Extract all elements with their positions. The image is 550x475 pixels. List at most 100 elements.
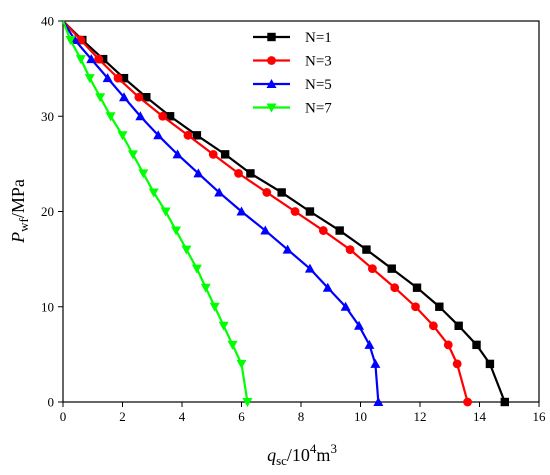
y-axis-title: Pwf/MPa — [8, 179, 31, 244]
data-point — [282, 244, 293, 254]
legend-marker — [266, 103, 277, 113]
legend-marker — [267, 56, 276, 65]
data-point — [290, 207, 300, 216]
legend-label: N=5 — [305, 77, 332, 93]
data-point — [105, 112, 116, 122]
data-point — [172, 149, 183, 159]
data-point — [472, 340, 481, 350]
data-point — [165, 112, 175, 121]
data-point — [193, 168, 204, 178]
plot-frame — [62, 20, 540, 403]
data-point — [485, 359, 495, 369]
data-point — [86, 54, 97, 64]
x-axis-ticks: 0 2 4 6 8 10 12 14 16 — [60, 402, 546, 424]
data-point — [387, 264, 396, 273]
data-point — [102, 73, 113, 83]
series-n-5 — [62, 20, 384, 406]
data-point — [370, 358, 381, 368]
data-point — [305, 207, 315, 216]
data-point — [94, 54, 104, 64]
x-tick-label: 2 — [119, 409, 126, 424]
y-tick-label: 20 — [41, 204, 54, 219]
data-point — [435, 302, 444, 311]
data-point — [117, 131, 128, 141]
data-point — [138, 169, 149, 179]
data-point — [75, 55, 86, 65]
y-axis-ticks: 0 10 20 30 40 — [41, 14, 63, 410]
plot-area — [62, 20, 540, 403]
data-point — [158, 111, 168, 121]
data-point — [118, 92, 129, 102]
data-point — [443, 340, 453, 350]
data-point — [362, 245, 371, 254]
x-tick-label: 8 — [298, 409, 305, 424]
legend-label: N=7 — [305, 101, 332, 117]
data-point — [364, 339, 375, 349]
legend: N=1 N=3 N=5 N=7 — [253, 30, 332, 117]
data-point — [84, 74, 95, 84]
data-point — [208, 149, 218, 159]
data-point — [95, 93, 106, 103]
data-point — [127, 150, 138, 160]
data-point — [390, 283, 400, 293]
data-point — [260, 225, 271, 235]
legend-item: N=7 — [253, 101, 332, 117]
data-point — [335, 226, 344, 235]
data-point — [236, 359, 247, 369]
data-point — [65, 36, 76, 46]
data-point — [98, 54, 108, 64]
legend-label: N=3 — [305, 54, 332, 70]
data-point — [134, 92, 144, 102]
data-point — [500, 397, 509, 407]
legend-label: N=1 — [305, 30, 332, 46]
data-point — [135, 111, 146, 121]
data-point — [148, 188, 159, 198]
legend-marker — [266, 79, 277, 88]
data-point — [227, 340, 238, 350]
data-point — [160, 207, 171, 217]
x-tick-label: 14 — [473, 409, 487, 424]
data-point — [262, 188, 272, 197]
data-point — [277, 188, 286, 197]
data-point — [218, 321, 229, 331]
x-tick-label: 10 — [354, 409, 367, 424]
data-point — [368, 264, 377, 274]
data-point — [412, 283, 422, 292]
data-point — [452, 359, 462, 369]
data-point — [192, 131, 202, 140]
data-point — [354, 320, 365, 330]
series-line — [62, 20, 506, 403]
data-point — [246, 169, 255, 178]
data-point — [220, 150, 230, 159]
data-point — [463, 397, 472, 407]
data-point — [242, 398, 253, 407]
x-tick-label: 6 — [238, 409, 245, 424]
data-point — [318, 226, 328, 235]
data-point — [209, 302, 220, 312]
data-point — [236, 206, 247, 216]
data-point — [171, 226, 182, 236]
data-point — [119, 73, 129, 83]
series-layer — [61, 20, 509, 407]
x-tick-label: 12 — [414, 409, 427, 424]
data-point — [340, 301, 351, 311]
data-point — [322, 282, 333, 292]
x-axis-title: qsc/104m3 — [267, 441, 337, 468]
data-point — [411, 302, 420, 312]
data-point — [373, 397, 384, 406]
data-point — [234, 169, 243, 178]
y-tick-label: 0 — [48, 395, 55, 410]
legend-item: N=5 — [253, 77, 332, 93]
data-point — [428, 321, 438, 331]
legend-item: N=1 — [253, 30, 332, 46]
series-n-1 — [62, 20, 509, 407]
data-point — [142, 93, 151, 102]
series-n-3 — [62, 20, 472, 407]
data-point — [153, 130, 164, 140]
x-tick-label: 4 — [179, 409, 186, 424]
y-tick-label: 30 — [41, 109, 54, 124]
data-point — [214, 187, 225, 197]
data-point — [183, 130, 193, 140]
x-tick-label: 0 — [60, 409, 67, 424]
